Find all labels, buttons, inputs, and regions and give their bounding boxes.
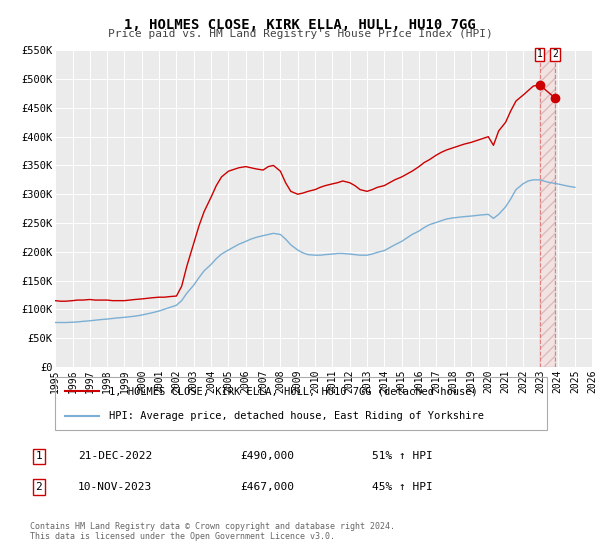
- Text: 10-NOV-2023: 10-NOV-2023: [78, 482, 152, 492]
- Text: This data is licensed under the Open Government Licence v3.0.: This data is licensed under the Open Gov…: [30, 532, 335, 541]
- Bar: [540, 50, 555, 367]
- Text: 2: 2: [35, 482, 43, 492]
- Text: Contains HM Land Registry data © Crown copyright and database right 2024.: Contains HM Land Registry data © Crown c…: [30, 522, 395, 531]
- Text: 21-DEC-2022: 21-DEC-2022: [78, 451, 152, 461]
- Text: HPI: Average price, detached house, East Riding of Yorkshire: HPI: Average price, detached house, East…: [109, 410, 484, 421]
- Text: 1, HOLMES CLOSE, KIRK ELLA, HULL, HU10 7GG (detached house): 1, HOLMES CLOSE, KIRK ELLA, HULL, HU10 7…: [109, 386, 478, 396]
- Text: 2: 2: [552, 49, 558, 59]
- Text: 1: 1: [537, 49, 542, 59]
- Bar: [540, 50, 555, 367]
- Text: 1, HOLMES CLOSE, KIRK ELLA, HULL, HU10 7GG: 1, HOLMES CLOSE, KIRK ELLA, HULL, HU10 7…: [124, 18, 476, 32]
- Text: £490,000: £490,000: [240, 451, 294, 461]
- Text: 1: 1: [35, 451, 43, 461]
- Text: £467,000: £467,000: [240, 482, 294, 492]
- Text: Price paid vs. HM Land Registry's House Price Index (HPI): Price paid vs. HM Land Registry's House …: [107, 29, 493, 39]
- Text: 45% ↑ HPI: 45% ↑ HPI: [372, 482, 433, 492]
- Text: 51% ↑ HPI: 51% ↑ HPI: [372, 451, 433, 461]
